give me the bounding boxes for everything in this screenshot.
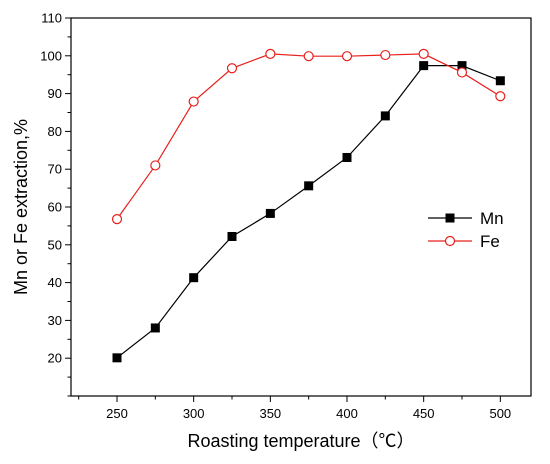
y-tick-label: 90 xyxy=(48,86,62,101)
y-tick-label: 80 xyxy=(48,124,62,139)
mn-point xyxy=(227,231,237,241)
legend-item-fe: Fe xyxy=(428,232,500,251)
mn-point xyxy=(419,61,429,71)
fe-point xyxy=(226,63,238,74)
fe-line xyxy=(116,53,501,220)
x-tick-label: 400 xyxy=(336,406,358,421)
fe-point xyxy=(111,213,123,225)
y-tick-label: 50 xyxy=(48,237,62,252)
fe-point xyxy=(380,49,391,61)
y-tick-label: 20 xyxy=(48,351,62,366)
y-tick-label: 100 xyxy=(40,48,62,63)
mn-point xyxy=(189,273,199,283)
fe-point xyxy=(495,91,506,102)
y-axis-title: Mn or Fe extraction,% xyxy=(11,119,31,295)
y-tick-label: 40 xyxy=(48,275,62,290)
fe-point xyxy=(150,160,161,171)
x-axis-title: Roasting temperature（℃） xyxy=(187,431,414,451)
x-tick-label: 450 xyxy=(413,406,435,421)
mn-line xyxy=(116,65,501,359)
y-tick-label: 30 xyxy=(48,313,62,328)
fe-point xyxy=(303,51,314,62)
y-tick-label: 60 xyxy=(48,200,62,215)
x-tick-label: 300 xyxy=(183,406,205,421)
mn-point xyxy=(342,152,352,162)
mn-point xyxy=(112,353,122,363)
x-tick-label: 350 xyxy=(259,406,281,421)
series-fe xyxy=(111,48,506,225)
mn-point xyxy=(445,213,455,223)
mn-point xyxy=(304,181,314,191)
x-tick-label: 500 xyxy=(489,406,511,421)
axes: 250 300 350 400 450 500 20 30 40 50 60 70 80 90 100 110 xyxy=(40,11,532,421)
mn-point xyxy=(495,76,505,86)
fe-point xyxy=(188,96,199,107)
series-layer xyxy=(111,48,506,363)
y-tick-label: 110 xyxy=(41,11,62,26)
legend-label: Mn xyxy=(480,209,504,228)
mn-point xyxy=(265,208,275,218)
mn-point xyxy=(380,111,390,121)
legend: Mn Fe xyxy=(428,209,504,251)
mn-point xyxy=(150,323,160,333)
series-mn xyxy=(112,61,505,363)
x-tick-label: 250 xyxy=(106,406,128,421)
fe-point xyxy=(418,48,429,60)
fe-point xyxy=(341,51,353,62)
legend-item-mn: Mn xyxy=(428,209,504,228)
fe-point xyxy=(444,235,456,247)
fe-point xyxy=(456,67,468,78)
legend-label: Fe xyxy=(480,232,500,251)
fe-point xyxy=(265,48,276,60)
y-tick-label: 70 xyxy=(48,162,62,177)
